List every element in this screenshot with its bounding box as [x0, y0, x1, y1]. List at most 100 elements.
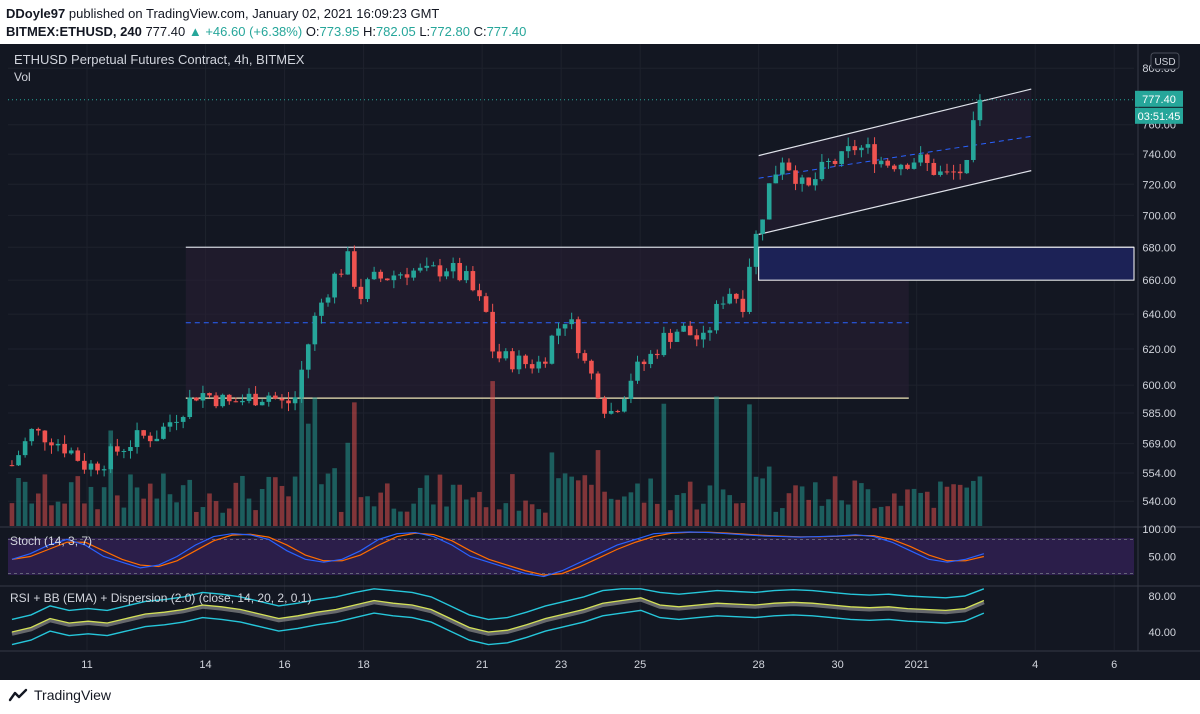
candle-body [839, 151, 844, 164]
publish-header: DDoyle97 published on TradingView.com, J… [0, 0, 1200, 44]
volume-bar [180, 485, 186, 526]
candle-body [292, 397, 298, 404]
candle-body [75, 450, 81, 461]
y-tick-label: 680.00 [1142, 242, 1176, 254]
volume-bar [483, 507, 489, 526]
candle-body [964, 159, 970, 174]
volume-bar [872, 508, 877, 526]
volume-bar [635, 483, 640, 526]
volume-bar [931, 507, 937, 526]
symbol-label[interactable]: BITMEX:ETHUSD, 240 [6, 24, 142, 39]
volume-bar [411, 503, 416, 526]
candle-body [608, 411, 614, 414]
candle-body [450, 262, 456, 272]
rsi-bb-upper [11, 588, 985, 621]
volume-bar [246, 498, 252, 526]
low-value: 772.80 [430, 24, 470, 39]
tradingview-logo[interactable]: TradingView [8, 687, 111, 703]
candle-body [977, 99, 983, 121]
volume-bar [378, 492, 384, 526]
candle-body [490, 311, 495, 352]
volume-bar [503, 503, 509, 526]
volume-bar [575, 480, 581, 526]
candle-body [299, 369, 304, 398]
volume-bar [977, 476, 983, 526]
volume-bar [312, 397, 318, 526]
volume-bar [325, 473, 331, 526]
volume-bar [608, 498, 614, 526]
x-tick-label: 4 [1032, 659, 1038, 671]
y-tick-label: 640.00 [1142, 309, 1176, 321]
volume-bar [924, 491, 930, 526]
candle-body [101, 469, 107, 471]
volume-bar [187, 479, 193, 526]
candle-body [641, 361, 647, 365]
volume-bar [556, 478, 561, 526]
candle-body [556, 328, 561, 336]
candle-body [167, 422, 173, 427]
candle-body [22, 441, 28, 456]
candle-body [141, 430, 146, 436]
volume-bar [233, 482, 239, 526]
candle-body [701, 332, 706, 340]
volume-bar [905, 489, 910, 526]
volume-bar [918, 492, 923, 526]
candle-body [398, 274, 403, 276]
candle-body [496, 351, 502, 359]
open-value: 773.95 [319, 24, 360, 39]
chart-canvas[interactable]: ETHUSD Perpetual Futures Contract, 4h, B… [0, 44, 1200, 680]
volume-bar [16, 477, 21, 526]
stoch-band [8, 538, 1134, 575]
volume-bar [147, 483, 153, 526]
volume-bar [352, 402, 357, 526]
volume-bar [200, 507, 206, 526]
candle-body [312, 315, 318, 345]
volume-bar [543, 512, 548, 526]
candle-body [16, 455, 21, 466]
volume-bar [68, 482, 74, 526]
candle-body [319, 302, 324, 316]
volume-bar [852, 480, 858, 526]
volume-bar [799, 486, 805, 526]
volume-bar [707, 485, 713, 526]
volume-bar [812, 482, 818, 526]
candle-body [549, 335, 555, 364]
candle-body [766, 183, 772, 220]
candle-body [799, 177, 805, 184]
candle-body [661, 332, 667, 356]
candle-body [938, 171, 943, 175]
candle-body [273, 395, 278, 399]
candle-body [200, 393, 206, 401]
volume-bar [766, 466, 772, 526]
candle-body [154, 438, 160, 442]
author-name[interactable]: DDoyle97 [6, 6, 66, 21]
footer: TradingView [0, 680, 1200, 714]
volume-bar [720, 489, 726, 526]
candle-body [878, 160, 884, 165]
candle-body [42, 430, 48, 443]
volume-bar [681, 493, 686, 526]
candle-body [68, 450, 74, 454]
x-tick-label: 21 [476, 659, 488, 671]
volume-bar [62, 503, 67, 526]
volume-bar [35, 493, 41, 526]
volume-bar [654, 503, 660, 526]
candle-body [180, 417, 186, 422]
high-label: H: [362, 24, 376, 39]
price-tag-box [1135, 90, 1183, 107]
volume-bar [529, 504, 535, 526]
rsi-tick: 80.00 [1148, 591, 1176, 603]
volume-bar [628, 492, 634, 526]
candle-body [826, 160, 831, 162]
open-label: O: [305, 24, 320, 39]
volume-bar [898, 505, 904, 526]
candle-body [134, 430, 140, 448]
volume-bar [42, 474, 48, 526]
candle-body [29, 428, 35, 442]
y-tick-label: 600.00 [1142, 380, 1176, 392]
candle-body [562, 324, 568, 329]
supply-zone [758, 246, 1135, 281]
volume-bar [259, 489, 265, 526]
candle-body [733, 293, 739, 299]
volume-bar [338, 511, 344, 526]
